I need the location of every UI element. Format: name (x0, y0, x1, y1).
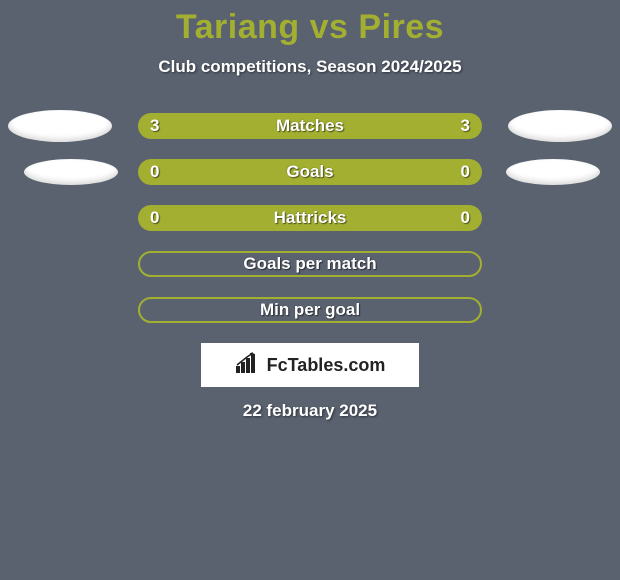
player-avatar-right (506, 159, 600, 185)
player-avatar-left (24, 159, 118, 185)
stat-row: Goals0 0 (0, 149, 620, 195)
stat-label: Goals (138, 162, 482, 182)
stat-label: Goals per match (140, 254, 480, 274)
stat-value-left: 0 (150, 162, 159, 182)
snapshot-date: 22 february 2025 (0, 401, 620, 421)
stat-row: Min per goal (0, 287, 620, 333)
comparison-title: Tariang vs Pires (0, 8, 620, 47)
stat-row: Hattricks0 0 (0, 195, 620, 241)
stat-label: Hattricks (138, 208, 482, 228)
stat-value-left: 3 (150, 116, 159, 136)
stat-value-right: 3 (461, 116, 470, 136)
player-avatar-right (508, 110, 612, 142)
stat-bar: Hattricks0 0 (138, 205, 482, 231)
stat-value-right: 0 (461, 162, 470, 182)
stat-bar: Min per goal (138, 297, 482, 323)
stat-bar: Goals0 0 (138, 159, 482, 185)
brand-logo: FcTables.com (201, 343, 419, 387)
brand-name: FcTables.com (267, 355, 386, 376)
player-avatar-left (8, 110, 112, 142)
stats-container: Matches33Goals00Hattricks00Goals per mat… (0, 103, 620, 333)
chart-bars-icon (235, 352, 263, 379)
stat-bar: Goals per match (138, 251, 482, 277)
stat-value-left: 0 (150, 208, 159, 228)
stat-row: Goals per match (0, 241, 620, 287)
stat-label: Matches (138, 116, 482, 136)
subtitle: Club competitions, Season 2024/2025 (0, 57, 620, 77)
stat-bar: Matches3 3 (138, 113, 482, 139)
stat-value-right: 0 (461, 208, 470, 228)
stat-row: Matches3 3 (0, 103, 620, 149)
stat-label: Min per goal (140, 300, 480, 320)
